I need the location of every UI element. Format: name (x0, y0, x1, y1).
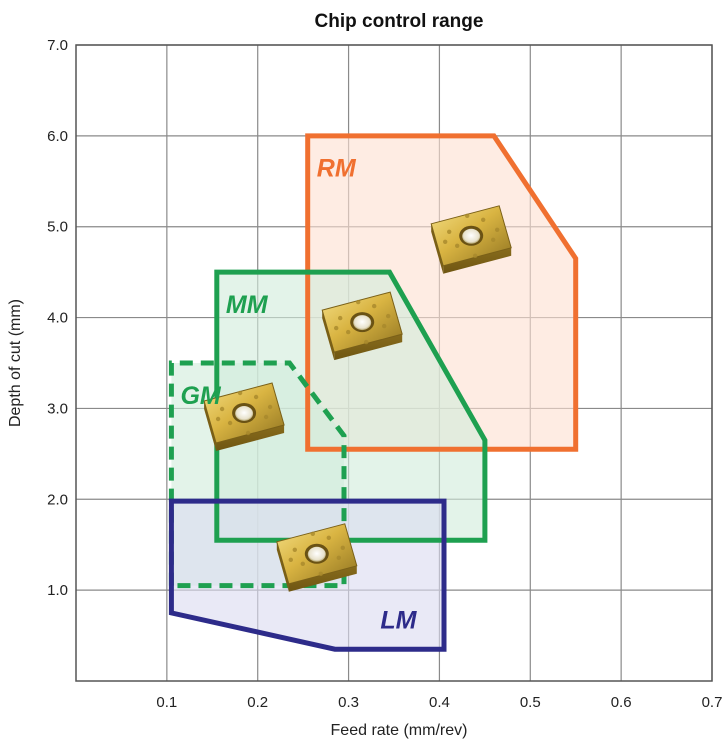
region-label-mm: MM (226, 291, 269, 319)
x-axis-label: Feed rate (mm/rev) (331, 722, 468, 739)
region-labels-layer: RM MM GM LM (180, 155, 417, 635)
y-tick-label-2: 3.0 (47, 400, 68, 417)
inserts-layer (203, 205, 512, 592)
plot-frame (75, 44, 713, 682)
y-tick-label-4: 5.0 (47, 219, 68, 236)
region-label-lm: LM (380, 606, 417, 634)
region-label-gm: GM (180, 382, 221, 410)
x-tick-label-3: 0.4 (429, 694, 450, 711)
region-lm-outline (168, 498, 447, 652)
y-tick-label-5: 6.0 (47, 128, 68, 145)
y-tick-label-1: 2.0 (47, 491, 68, 508)
lm-insert-icon (276, 523, 358, 592)
y-tick-label-0: 1.0 (47, 582, 68, 599)
region-rm-outline (305, 133, 579, 452)
rm-insert-icon (430, 205, 512, 274)
x-tick-label-4: 0.5 (520, 694, 541, 711)
chart-title: Chip control range (315, 11, 484, 32)
x-tick-label-6: 0.7 (702, 694, 723, 711)
x-tick-label-2: 0.3 (338, 694, 359, 711)
x-tick-label-1: 0.2 (247, 694, 268, 711)
y-tick-label-6: 7.0 (47, 37, 68, 54)
x-tick-label-0: 0.1 (156, 694, 177, 711)
tick-labels: 0.1 0.2 0.3 0.4 0.5 0.6 0.7 1.0 2.0 3.0 4.0 5.0 6.0 7… (47, 37, 722, 711)
region-mm-outline (214, 269, 488, 543)
x-tick-label-5: 0.6 (611, 694, 632, 711)
gm-insert-icon (203, 382, 285, 451)
mm-insert-icon (321, 291, 403, 361)
y-axis-label: Depth of cut (mm) (7, 299, 24, 427)
regions-layer (168, 133, 579, 652)
region-label-rm: RM (317, 155, 357, 183)
y-tick-label-3: 4.0 (47, 310, 68, 327)
region-gm-outline (168, 360, 347, 589)
